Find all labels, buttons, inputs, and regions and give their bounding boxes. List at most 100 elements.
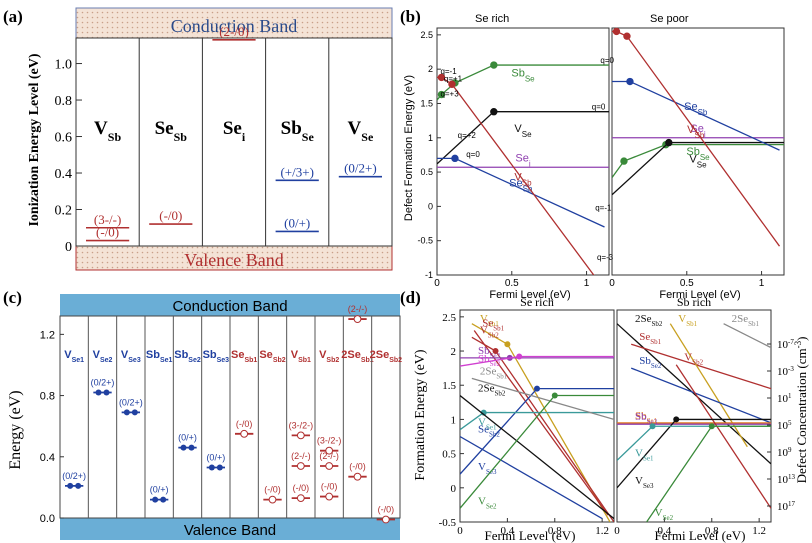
panel-d-xtick-label: 0.4 (501, 525, 515, 537)
panel-c-transition-label: (-/0) (293, 483, 310, 493)
panel-b-subplot-title: Se rich (475, 13, 509, 25)
panel-c-electron-filled (103, 389, 110, 396)
panel-b-xtick-label: 1 (759, 278, 765, 289)
panel-label-a: (a) (3, 7, 23, 26)
panel-b-ytick-label: 0.5 (420, 167, 433, 177)
panel-d-ytick-label: 2 (451, 346, 457, 358)
panel-a-ytick-label: 0.6 (55, 131, 73, 146)
panel-c-defect-label: SbSe2 (174, 349, 201, 364)
panel-c-defect-label: 2SeSb1 (341, 349, 374, 364)
panel-d-ytick-label: 2.5 (442, 312, 456, 324)
panel-c-electron-filled (131, 409, 138, 416)
panel-label-c: (c) (3, 288, 22, 307)
panel-b-charge-annotation: q=0 (592, 103, 606, 112)
panel-c-hole-open (240, 429, 249, 438)
panel-c-transition-label: (0/2+) (62, 471, 86, 481)
panel-d-series-label: SbSe3 (478, 345, 501, 360)
panel-d-series-label: 2SeSb1 (480, 365, 508, 380)
panel-d-series-label: VSb2 (684, 352, 703, 367)
panel-a-columns: VSb(3-/-)(-/0)SeSb(-/0)Sei(2-/0)SbSe(+/3… (86, 24, 382, 246)
panel-c-transition-label: (3-/2-) (289, 420, 314, 430)
panel-c-electron-filled (208, 464, 215, 471)
panel-d-right-tick-label: 1013 (777, 473, 796, 486)
panel-a-valence-band (75, 245, 393, 271)
panel-a-transition-label: (0/2+) (344, 161, 377, 176)
panel-b: Defect Formation Energy (eV) Fermi Level… (403, 13, 785, 301)
panel-d-series-label: SbSe3 (635, 411, 658, 426)
panel-c-hole-open (381, 515, 390, 524)
panel-b-ytick-label: -0.5 (417, 236, 433, 246)
panel-c-hole-open (296, 462, 305, 470)
panel-d-series-label: VSb1 (678, 313, 697, 328)
panel-d-xtick-label: 0.4 (658, 525, 672, 537)
panel-c-transition-label: (2-/-) (291, 451, 311, 461)
panel-c-hole-open (353, 472, 362, 481)
panel-d-series-label: 2SeSb2 (478, 382, 506, 397)
panel-d-xtick-label: 0 (614, 525, 620, 537)
panel-b-series-label: VSb (687, 124, 705, 140)
panel-d-right-tick-label: 105 (777, 419, 792, 432)
panel-d-series-label: SbSe2 (639, 355, 662, 370)
panel-c-transition-label: (-/0) (378, 505, 395, 515)
panel-a-conduction-band (75, 7, 393, 39)
panel-d-ylabel-right: Defect Concentration (cm-3) (793, 337, 809, 484)
panel-a: Conduction Band Valence Band Ionization … (27, 7, 393, 271)
panel-d-series-line (630, 367, 771, 424)
panel-c-valence-label: Valence Band (184, 522, 276, 539)
panel-d-series-line (723, 323, 771, 349)
panel-d-subplot-title: Se rich (520, 295, 554, 309)
panel-d-xlabel-right: Fermi Level (eV) (655, 528, 746, 543)
panel-b-ytick-label: 0 (428, 201, 433, 211)
panel-c-transition-label: (2-/-) (348, 304, 368, 314)
panel-b-series-label: SbSe (686, 146, 710, 162)
panel-c-ytick-label: 1.2 (40, 329, 55, 341)
panel-b-series-label: Sei (515, 152, 530, 168)
panel-c-transition-label: (3-/2-) (317, 436, 342, 446)
panel-b-series-line (612, 143, 784, 178)
panel-b-transition-point (665, 138, 673, 147)
panel-d-right-tick-label: 1017 (777, 500, 796, 513)
panel-d-series-line (631, 343, 771, 390)
panel-d-transition-point (551, 392, 558, 399)
panel-b-charge-annotation: q=+1 (444, 75, 463, 84)
panel-c-hole-open (296, 431, 305, 440)
panel-d-series-label: 2SeSb2 (635, 313, 663, 328)
panel-d-ytick-label: 1.5 (442, 380, 456, 392)
panel-b-xtick-label: 0.5 (505, 278, 519, 289)
panel-c-electron-filled (188, 444, 195, 451)
panel-d-series-line (646, 425, 771, 522)
panel-d-right-tick-label: 10-7 (777, 338, 794, 351)
panel-a-defect-label: Sei (223, 118, 246, 144)
panel-d-subplot-title: Sb rich (677, 295, 711, 309)
panel-c-hole-open (353, 315, 362, 323)
panel-b-charge-annotation: q=0 (600, 56, 614, 65)
panel-b-transition-point (448, 80, 456, 88)
panel-d-series-label: VSe3 (478, 461, 497, 476)
panel-b-charge-annotation: q=-1 (440, 67, 457, 76)
panel-d-transition-point (504, 341, 511, 348)
panel-d-transition-point (708, 423, 715, 430)
panel-d-ylabel: Formation Energy (eV) (413, 349, 428, 480)
panel-c-electron-filled (123, 409, 130, 416)
panel-c-defect-label: VSe1 (64, 349, 84, 364)
panel-c-transition-label: (0/+) (150, 485, 169, 495)
panel-c-transition-label: (-/0) (236, 419, 253, 429)
panel-d-series-label: 2SeSb1 (732, 313, 760, 328)
panel-d-xtick-label: 0 (457, 525, 463, 537)
panel-c-defect-label: SbSe1 (146, 349, 173, 364)
panel-d-series-label: SeSb2 (478, 424, 500, 439)
panel-d-right-tick-label: 10-3 (777, 365, 794, 378)
panel-b-charge-annotation: q=+3 (440, 90, 459, 99)
panel-c-ylabel: Energy (eV) (7, 390, 24, 469)
panel-d-right-tick-label: 101 (777, 392, 792, 405)
panel-b-subplot-title: Se poor (650, 13, 689, 25)
panel-d-ytick-label: 1 (451, 414, 457, 426)
panel-b-xlabel-right: Fermi Level (eV) (659, 289, 740, 301)
panel-b-charge-annotation: q=-3 (597, 253, 614, 262)
panel-c-defect-label: VSe2 (93, 349, 113, 364)
panel-d-series-label: VSe1 (478, 417, 497, 432)
panel-d-transition-point (492, 348, 499, 355)
panel-b-ytick-label: 2.5 (420, 30, 433, 40)
